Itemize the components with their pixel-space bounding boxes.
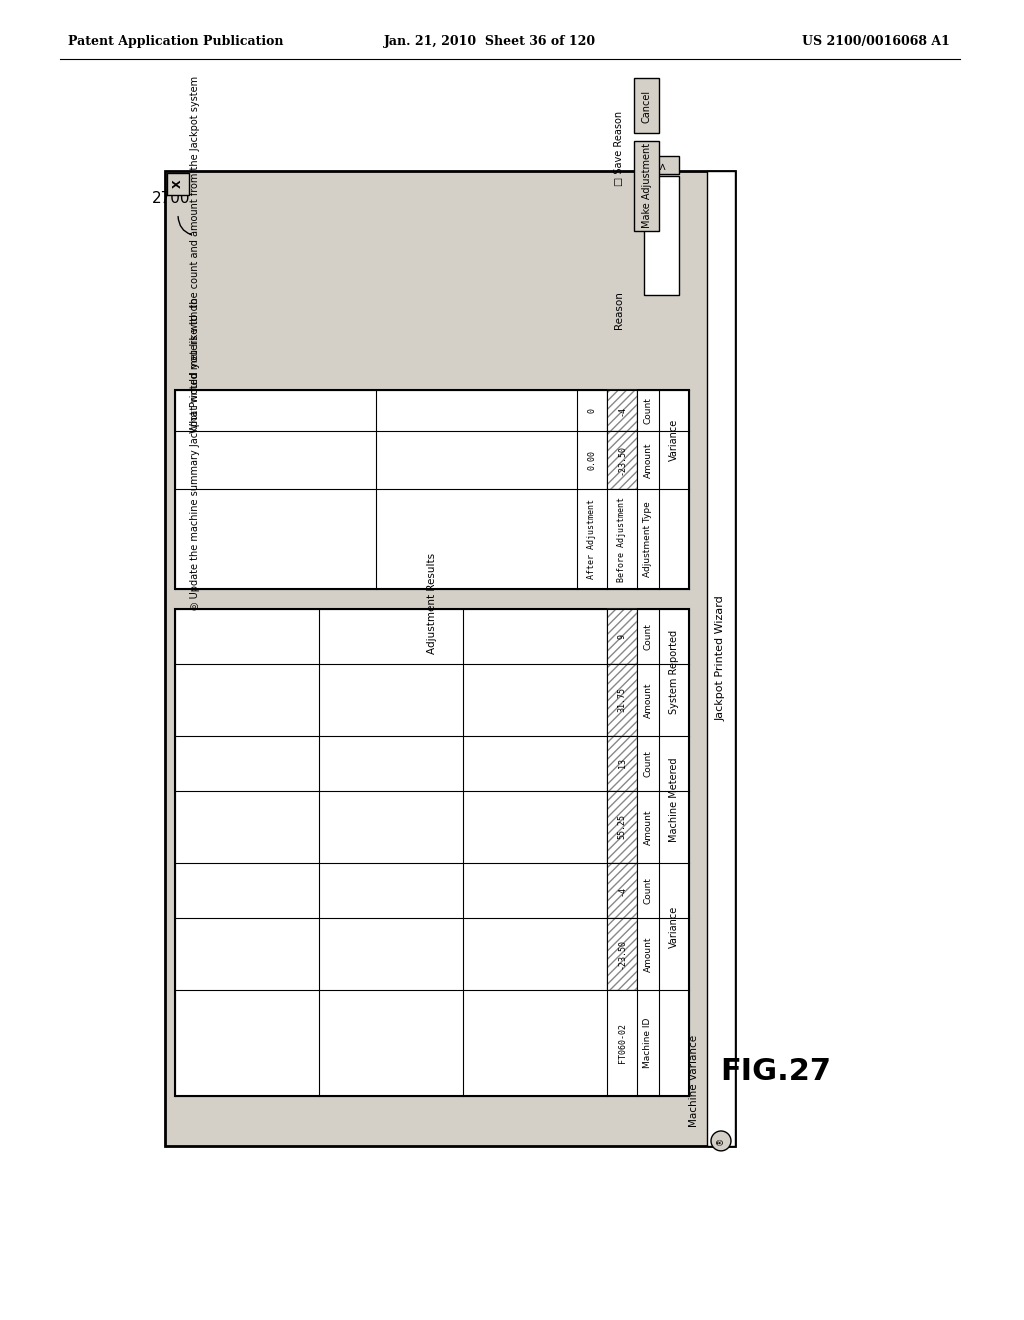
Bar	[607, 863, 637, 919]
Circle shape	[711, 1131, 731, 1151]
Text: Variance: Variance	[669, 906, 679, 948]
Text: 0: 0	[588, 408, 597, 413]
Text: Machine Metered: Machine Metered	[669, 758, 679, 842]
Bar	[607, 735, 637, 791]
Text: ®: ®	[717, 1137, 725, 1144]
Bar	[607, 664, 637, 735]
Bar	[644, 176, 679, 296]
Text: -23.50: -23.50	[617, 939, 627, 969]
Text: Amount: Amount	[643, 682, 652, 718]
Bar	[607, 609, 637, 664]
Text: 31.75: 31.75	[617, 688, 627, 713]
Text: Make Adjustment: Make Adjustment	[641, 144, 651, 228]
Text: >: >	[657, 161, 667, 169]
Bar	[644, 156, 679, 174]
Text: Cancel: Cancel	[641, 90, 651, 123]
Bar	[634, 141, 659, 231]
Text: Machine ID: Machine ID	[643, 1018, 652, 1068]
Text: Before Adjustment: Before Adjustment	[617, 496, 627, 582]
Text: 2700: 2700	[152, 191, 190, 206]
Text: Patent Application Publication: Patent Application Publication	[68, 36, 284, 48]
Text: FT060-02: FT060-02	[617, 1023, 627, 1063]
Bar	[167, 173, 189, 195]
Text: Jan. 21, 2010  Sheet 36 of 120: Jan. 21, 2010 Sheet 36 of 120	[384, 36, 596, 48]
Text: Adjustment Results: Adjustment Results	[427, 553, 437, 655]
Bar	[607, 919, 637, 990]
Text: □ Save Reason: □ Save Reason	[614, 111, 624, 186]
Text: System Reported: System Reported	[669, 630, 679, 714]
Text: ◎ Update the machine summary Jackpot Printed meters with the count and amount fr: ◎ Update the machine summary Jackpot Pri…	[190, 77, 200, 610]
Text: Variance: Variance	[669, 418, 679, 461]
Text: Count: Count	[643, 397, 652, 424]
Text: Machine Variance: Machine Variance	[689, 1035, 699, 1127]
Text: -23.50: -23.50	[617, 445, 627, 475]
Text: Amount: Amount	[643, 442, 652, 478]
Text: FIG.27: FIG.27	[720, 1057, 831, 1086]
Text: 9: 9	[617, 634, 627, 639]
Text: -4: -4	[617, 886, 627, 895]
Text: 13: 13	[617, 759, 627, 768]
Text: US 2100/0016068 A1: US 2100/0016068 A1	[802, 36, 950, 48]
Bar	[165, 172, 735, 1146]
Text: Count: Count	[643, 750, 652, 777]
Text: What would you like to do: What would you like to do	[190, 297, 200, 433]
Text: 0.00: 0.00	[588, 450, 597, 470]
Bar	[634, 78, 659, 133]
Text: Adjustment Type: Adjustment Type	[643, 502, 652, 577]
Text: After Adjustment: After Adjustment	[588, 499, 597, 579]
Bar	[607, 791, 637, 863]
Text: X: X	[173, 180, 183, 189]
Bar	[607, 432, 637, 490]
Text: Reason: Reason	[614, 292, 624, 329]
Bar	[175, 389, 689, 589]
Bar	[175, 609, 689, 1096]
Text: Amount: Amount	[643, 809, 652, 845]
Bar	[707, 172, 735, 1146]
Text: -4: -4	[617, 405, 627, 416]
Text: Count: Count	[643, 623, 652, 649]
FancyArrowPatch shape	[178, 216, 190, 235]
Text: Amount: Amount	[643, 936, 652, 972]
Bar	[607, 389, 637, 432]
Text: Count: Count	[643, 876, 652, 904]
Text: 55.25: 55.25	[617, 814, 627, 840]
Text: Jackpot Printed Wizard: Jackpot Printed Wizard	[716, 595, 726, 721]
